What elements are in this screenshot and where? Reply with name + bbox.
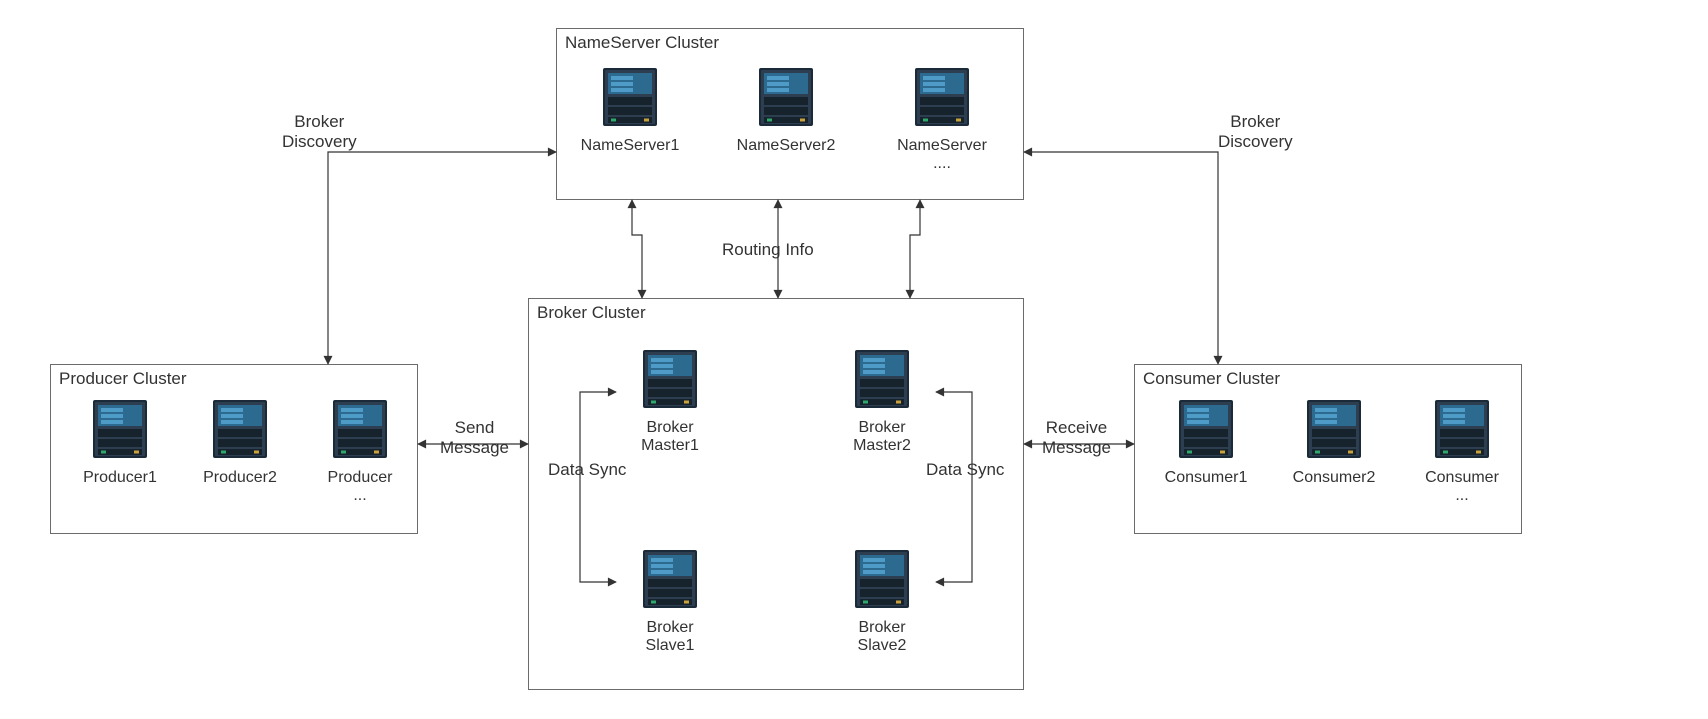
producer-node-label: Producer2 [190,469,290,487]
edge-routing-right [910,200,920,298]
nameserver-node: NameServer .... [892,66,992,174]
consumer-node: Consumer2 [1284,398,1384,487]
broker-node: Broker Master1 [620,348,720,456]
edge-label-receive-message: Receive Message [1042,418,1111,457]
server-icon [851,548,913,610]
producer-node-label: Producer ... [310,469,410,506]
producer-node: Producer2 [190,398,290,487]
edge-label-routing-info: Routing Info [722,240,814,260]
producer-cluster-title: Producer Cluster [59,369,187,389]
server-icon [911,66,973,128]
consumer-node-label: Consumer2 [1284,469,1384,487]
consumer-node: Consumer ... [1412,398,1512,506]
broker-cluster-title: Broker Cluster [537,303,646,323]
nameserver-node: NameServer1 [580,66,680,155]
edge-label-send-message: Send Message [440,418,509,457]
server-icon [209,398,271,460]
server-icon [599,66,661,128]
nameserver-node-label: NameServer2 [736,137,836,155]
consumer-node: Consumer1 [1156,398,1256,487]
broker-node: Broker Slave1 [620,548,720,656]
producer-node-label: Producer1 [70,469,170,487]
nameserver-node-label: NameServer1 [580,137,680,155]
edge-label-data-sync-right: Data Sync [926,460,1004,480]
server-icon [755,66,817,128]
server-icon [1175,398,1237,460]
edge-broker-discovery-right [1024,152,1218,364]
consumer-node-label: Consumer1 [1156,469,1256,487]
edge-label-broker-discovery-left: Broker Discovery [282,112,357,151]
server-icon [329,398,391,460]
edge-label-broker-discovery-right: Broker Discovery [1218,112,1293,151]
nameserver-node: NameServer2 [736,66,836,155]
broker-node: Broker Master2 [832,348,932,456]
broker-node-label: Broker Slave2 [832,619,932,656]
consumer-node-label: Consumer ... [1412,469,1512,506]
diagram-root: NameServer Cluster Producer Cluster Brok… [0,0,1708,719]
edge-broker-discovery-left [328,152,556,364]
producer-node: Producer1 [70,398,170,487]
broker-node-label: Broker Slave1 [620,619,720,656]
consumer-cluster-title: Consumer Cluster [1143,369,1280,389]
edge-routing-left [632,200,642,298]
server-icon [639,548,701,610]
broker-node-label: Broker Master1 [620,419,720,456]
edge-label-data-sync-left: Data Sync [548,460,626,480]
broker-node: Broker Slave2 [832,548,932,656]
server-icon [1303,398,1365,460]
broker-node-label: Broker Master2 [832,419,932,456]
server-icon [639,348,701,410]
broker-cluster-box: Broker Cluster [528,298,1024,690]
nameserver-cluster-title: NameServer Cluster [565,33,719,53]
server-icon [1431,398,1493,460]
nameserver-node-label: NameServer .... [892,137,992,174]
producer-node: Producer ... [310,398,410,506]
server-icon [89,398,151,460]
server-icon [851,348,913,410]
